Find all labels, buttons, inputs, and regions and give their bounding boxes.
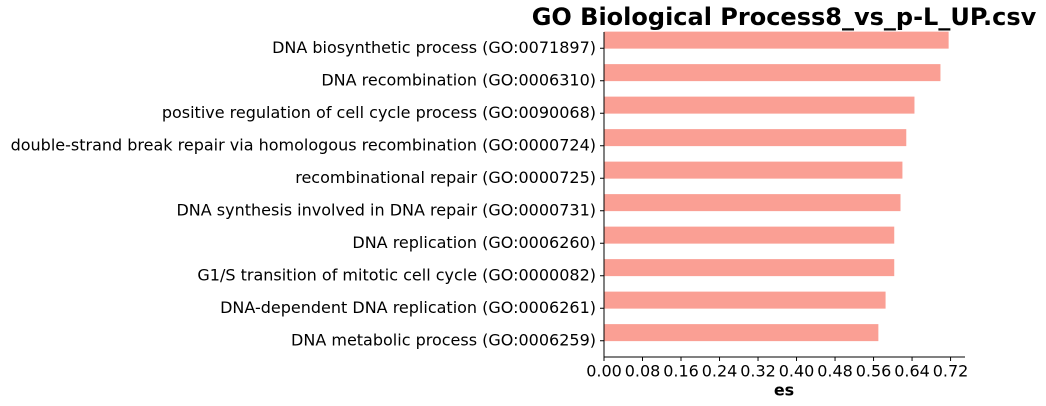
x-tick-label: 0.72 [933, 362, 969, 381]
y-tick-label: positive regulation of cell cycle proces… [162, 103, 596, 122]
bar [604, 324, 879, 342]
y-tick-label: DNA replication (GO:0006260) [352, 233, 596, 252]
bar [604, 291, 886, 309]
x-tick-label: 0.48 [817, 362, 853, 381]
x-tick-label: 0.24 [702, 362, 738, 381]
y-tick-label: double-strand break repair via homologou… [11, 135, 596, 154]
bar [604, 259, 895, 277]
bar [604, 31, 949, 49]
chart-title: GO Biological Process8_vs_p-L_UP.csv [532, 3, 1037, 31]
x-tick-label: 0.16 [663, 362, 699, 381]
y-tick-label: G1/S transition of mitotic cell cycle (G… [197, 265, 596, 284]
bar [604, 194, 901, 212]
x-tick-label: 0.08 [625, 362, 661, 381]
y-tick-label: recombinational repair (GO:0000725) [295, 168, 596, 187]
x-axis-label: es [774, 381, 794, 400]
x-tick-label: 0.64 [894, 362, 930, 381]
y-tick-label: DNA-dependent DNA replication (GO:000626… [220, 298, 596, 317]
bar [604, 161, 903, 179]
x-tick-label: 0.40 [779, 362, 815, 381]
x-tick-label: 0.32 [740, 362, 776, 381]
x-tick-label: 0.00 [586, 362, 622, 381]
y-tick-label: DNA biosynthetic process (GO:0071897) [272, 38, 596, 57]
bar [604, 96, 915, 114]
y-tick-label: DNA recombination (GO:0006310) [321, 70, 596, 89]
bar [604, 226, 895, 244]
bar [604, 64, 941, 82]
x-tick-label: 0.56 [856, 362, 892, 381]
y-tick-label: DNA metabolic process (GO:0006259) [291, 330, 596, 349]
bar [604, 129, 907, 147]
y-tick-label: DNA synthesis involved in DNA repair (GO… [176, 200, 596, 219]
